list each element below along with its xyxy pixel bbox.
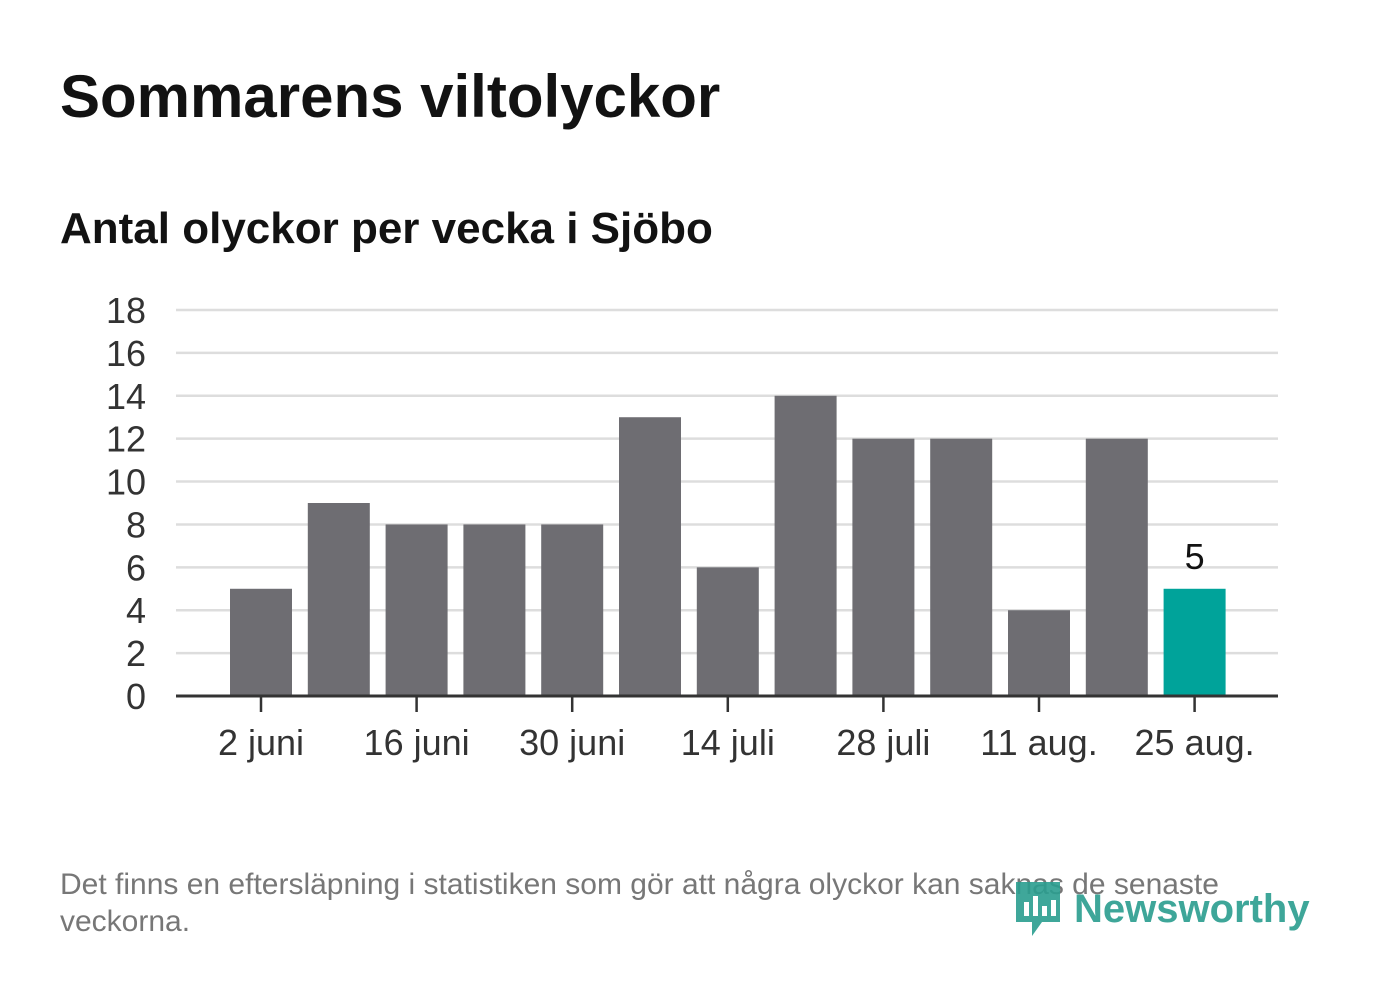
bar <box>307 503 370 696</box>
y-tick-label: 6 <box>126 547 146 588</box>
x-axis-tick-labels: 2 juni 16 juni 30 juni 14 juli 28 juli 11 aug… <box>218 722 1255 763</box>
x-tick-label: 2 juni <box>218 722 304 763</box>
chart-subtitle: Antal olyckor per vecka i Sjöbo <box>60 204 713 253</box>
bar <box>930 438 993 696</box>
chart-title: Sommarens viltolyckor <box>60 63 721 130</box>
bar <box>463 524 526 696</box>
newsworthy-logo: Newsworthy <box>1012 878 1310 940</box>
data-labels: 5 <box>1185 536 1205 577</box>
data-label: 5 <box>1185 536 1205 577</box>
y-tick-label: 16 <box>106 333 146 374</box>
x-tick-label: 30 juni <box>519 722 625 763</box>
logo-text: Newsworthy <box>1074 886 1310 931</box>
y-tick-label: 12 <box>106 419 146 460</box>
y-tick-label: 10 <box>106 462 146 503</box>
newsworthy-logo-icon <box>1016 882 1060 936</box>
y-tick-label: 2 <box>126 633 146 674</box>
bar <box>1085 438 1148 696</box>
y-tick-label: 18 <box>106 290 146 331</box>
bar <box>774 395 837 696</box>
bar <box>696 567 759 696</box>
x-tick-label: 25 aug. <box>1135 722 1255 763</box>
x-tick-label: 11 aug. <box>980 722 1097 763</box>
x-tick-label: 14 juli <box>681 722 775 763</box>
bars <box>230 395 1226 696</box>
y-tick-label: 4 <box>126 590 146 631</box>
bar-highlighted <box>1163 588 1226 696</box>
bar <box>852 438 915 696</box>
bar <box>385 524 448 696</box>
y-tick-label: 0 <box>126 676 146 717</box>
y-tick-label: 14 <box>106 376 146 417</box>
x-tick-label: 28 juli <box>836 722 930 763</box>
bar <box>619 417 681 696</box>
bar <box>230 588 292 696</box>
y-tick-label: 8 <box>126 504 146 545</box>
x-axis <box>176 694 1278 712</box>
bar <box>541 524 604 696</box>
x-tick-label: 16 juni <box>364 722 470 763</box>
bar <box>1008 610 1070 696</box>
